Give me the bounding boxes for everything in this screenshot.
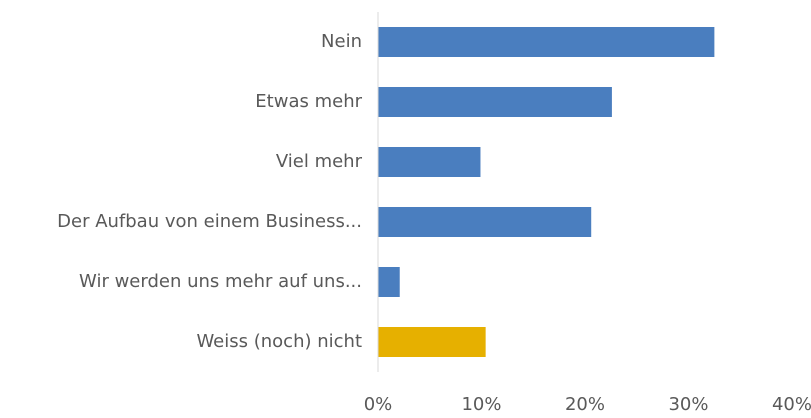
x-tick-label: 30%: [668, 394, 708, 415]
y-tick-label: Weiss (noch) nicht: [196, 331, 362, 352]
x-tick-label: 20%: [565, 394, 605, 415]
x-tick-label: 0%: [364, 394, 393, 415]
bar: [378, 87, 612, 117]
bar: [378, 207, 592, 237]
y-tick-label: Etwas mehr: [255, 91, 362, 112]
bar: [378, 327, 486, 357]
y-tick-label: Viel mehr: [276, 151, 363, 172]
y-tick-label: Nein: [321, 31, 362, 52]
y-tick-label: Wir werden uns mehr auf uns...: [79, 271, 362, 292]
bar: [378, 27, 715, 57]
x-tick-label: 10%: [461, 394, 501, 415]
bar: [378, 147, 481, 177]
y-tick-label: Der Aufbau von einem Business...: [57, 211, 362, 232]
bar: [378, 267, 400, 297]
x-tick-label: 40%: [772, 394, 811, 415]
